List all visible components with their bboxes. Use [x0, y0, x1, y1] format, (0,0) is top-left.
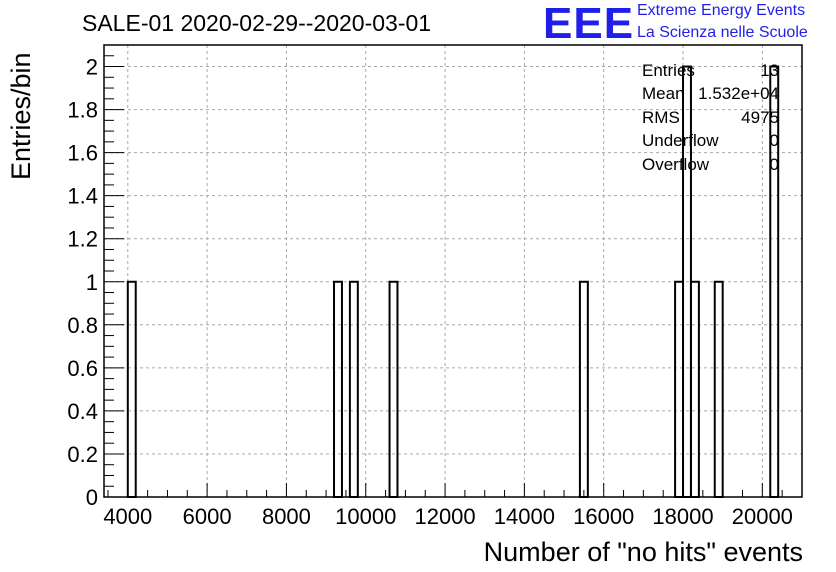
eee-logo: EEE — [543, 0, 635, 48]
stat-label: Overflow — [642, 154, 710, 174]
logo-line-1: Extreme Energy Events — [637, 2, 806, 19]
stat-value: 0 — [769, 131, 779, 151]
x-tick-label: 20000 — [732, 504, 793, 529]
stat-label: Entries — [642, 61, 695, 80]
histogram-bin — [388, 280, 399, 498]
axis-tick-labels: 4000 6000 8000 10000 12000 14000 16000 18000 200… — [67, 55, 793, 529]
y-tick-label: 0 — [86, 485, 98, 510]
y-tick-label: 0.8 — [67, 313, 98, 338]
x-tick-label: 10000 — [335, 504, 396, 529]
histogram-bin — [126, 280, 137, 498]
stat-label: Underflow — [642, 131, 719, 151]
y-tick-label: 1.6 — [67, 141, 98, 166]
histogram-bin — [713, 280, 724, 498]
stat-value: 4975 — [741, 107, 779, 127]
axis-ticks — [104, 44, 803, 498]
stat-label: Mean — [642, 84, 685, 104]
x-tick-label: 6000 — [183, 504, 232, 529]
stat-value: 13 — [760, 61, 779, 80]
stat-value: 0 — [769, 154, 779, 174]
stat-rms: RMS 4975 — [642, 106, 779, 129]
y-axis-label: Entries/bin — [6, 52, 36, 180]
stat-overflow: Overflow 0 — [642, 153, 779, 176]
histogram-bin — [333, 280, 343, 498]
x-tick-label: 18000 — [652, 504, 713, 529]
histogram-bin — [348, 280, 359, 498]
y-tick-label: 1.8 — [67, 98, 98, 123]
x-tick-label: 8000 — [262, 504, 311, 529]
stats-box: Entries 13 Mean 1.532e+04 RMS 4975 Under… — [642, 59, 779, 176]
chart-title: SALE-01 2020-02-29--2020-03-01 — [82, 10, 432, 36]
y-tick-label: 1.4 — [67, 184, 98, 209]
histogram-bin — [578, 280, 589, 498]
y-tick-label: 0.4 — [67, 399, 98, 424]
x-tick-label: 14000 — [494, 504, 555, 529]
x-tick-label: 12000 — [414, 504, 475, 529]
stat-underflow: Underflow 0 — [642, 129, 779, 152]
grid-lines — [104, 45, 802, 498]
y-tick-label: 2 — [86, 55, 98, 80]
stat-mean: Mean 1.532e+04 — [642, 82, 779, 105]
stat-value: 1.532e+04 — [698, 84, 779, 104]
x-axis-label: Number of "no hits" events — [483, 537, 803, 567]
y-tick-label: 0.6 — [67, 356, 98, 381]
stat-entries: Entries 13 — [642, 59, 779, 82]
x-tick-label: 16000 — [573, 504, 634, 529]
x-tick-label: 4000 — [103, 504, 152, 529]
y-tick-label: 1 — [86, 270, 98, 295]
histogram-bin — [689, 280, 700, 498]
stat-label: RMS — [642, 107, 680, 127]
y-tick-label: 1.2 — [67, 227, 98, 252]
histogram-bin — [674, 280, 685, 498]
y-tick-label: 0.2 — [67, 442, 98, 467]
logo-line-2: La Scienza nelle Scuole — [637, 24, 808, 41]
